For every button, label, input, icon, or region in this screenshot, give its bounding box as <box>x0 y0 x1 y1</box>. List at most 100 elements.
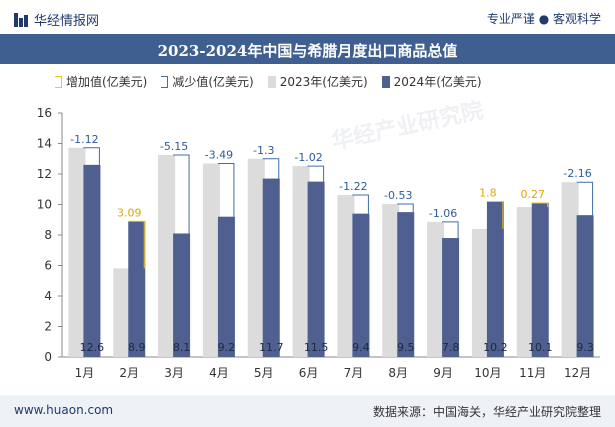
change-label: 0.27 <box>521 188 546 201</box>
change-label: -3.49 <box>205 148 233 161</box>
footer-bar: www.huaon.com 数据来源：中国海关，华经产业研究院整理 <box>0 395 615 427</box>
increase-swatch-icon <box>55 75 62 88</box>
change-label: -1.02 <box>294 151 322 164</box>
legend-item-decrease: 减少值(亿美元) <box>161 73 254 90</box>
change-label: 3.09 <box>117 206 142 219</box>
legend-label-2024: 2024年(亿美元) <box>393 75 482 89</box>
decrease-bracket <box>352 194 369 214</box>
bar-2023 <box>202 163 220 357</box>
bar-2024 <box>531 202 549 357</box>
y-tick-label: 4 <box>44 289 52 303</box>
y-tick-label: 2 <box>44 320 52 334</box>
legend-item-2024: 2024年(亿美元) <box>381 73 482 90</box>
bar-2023 <box>68 147 86 357</box>
y-tick-label: 16 <box>37 106 52 120</box>
value-label-2024: 10.1 <box>528 341 553 354</box>
bar-chart: 0 2 4 6 8 10 12 14 16 -1.12 12.6 1月 3.09 8.9 2月 -5.15 8.… <box>37 106 600 380</box>
bar-2023 <box>427 221 445 357</box>
change-label: 1.8 <box>479 186 497 199</box>
increase-bracket <box>531 202 549 208</box>
tagline: 专业严谨 ● 客观科学 <box>486 12 601 26</box>
swatch-2023-icon <box>267 75 276 88</box>
x-tick-label: 10月 <box>474 366 501 380</box>
decrease-bracket <box>217 162 235 217</box>
legend-label-2023: 2023年(亿美元) <box>279 75 368 89</box>
change-label: -1.3 <box>253 144 274 157</box>
legend-label-increase: 增加值(亿美元) <box>66 75 148 89</box>
value-label-2024: 8.9 <box>128 341 146 354</box>
value-label-2024: 9.5 <box>397 341 415 354</box>
chart-title: 2023-2024年中国与希腊月度出口商品总值 <box>157 42 458 60</box>
increase-bracket <box>486 200 504 229</box>
increase-bracket <box>128 220 145 269</box>
decrease-swatch-icon <box>161 75 169 88</box>
value-label-2024: 8.1 <box>173 341 191 354</box>
change-label: -5.15 <box>160 140 188 153</box>
bar-2023 <box>516 207 534 357</box>
footer-source: 数据来源：中国海关，华经产业研究院整理 <box>372 405 601 419</box>
value-label-2024: 10.2 <box>483 341 508 354</box>
decrease-bracket <box>83 147 100 165</box>
x-tick-label: 9月 <box>433 366 453 380</box>
x-tick-label: 11月 <box>519 366 546 380</box>
legend-item-2023: 2023年(亿美元) <box>267 73 368 90</box>
legend-item-increase: 增加值(亿美元) <box>55 73 147 90</box>
y-tick-label: 8 <box>44 228 52 242</box>
bar-2024 <box>173 233 191 357</box>
footer-website-link[interactable]: www.huaon.com <box>14 403 114 417</box>
x-tick-label: 3月 <box>164 366 184 380</box>
value-label-2024: 9.3 <box>576 341 594 354</box>
bar-2023 <box>471 228 489 357</box>
x-tick-label: 5月 <box>254 366 274 380</box>
chart-legend: 增加值(亿美元) 减少值(亿美元) 2023年(亿美元) 2024年(亿美元) <box>55 73 496 90</box>
bar-2023 <box>382 204 400 357</box>
change-label: -1.06 <box>429 207 457 220</box>
decrease-bracket <box>262 158 280 179</box>
bar-2024 <box>576 215 594 357</box>
y-tick-label: 12 <box>37 167 52 181</box>
y-tick-label: 14 <box>37 137 52 151</box>
value-label-2024: 9.4 <box>352 341 370 354</box>
site-name: 华经情报网 <box>34 14 100 29</box>
bar-2023 <box>292 166 310 357</box>
bar-2024 <box>352 213 370 357</box>
x-tick-label: 4月 <box>209 366 229 380</box>
site-logo[interactable]: 华经情报网 <box>14 10 99 29</box>
x-tick-label: 6月 <box>299 366 319 380</box>
decrease-bracket <box>442 221 459 239</box>
x-tick-label: 7月 <box>344 366 364 380</box>
change-label: -1.22 <box>339 180 367 193</box>
change-label: -1.12 <box>70 133 98 146</box>
decrease-bracket <box>173 154 190 234</box>
legend-label-decrease: 减少值(亿美元) <box>172 75 254 89</box>
y-tick-label: 6 <box>44 259 52 273</box>
bar-2023 <box>561 182 579 357</box>
header-bar: 华经情报网 专业严谨 ● 客观科学 <box>0 0 615 34</box>
y-tick-label: 10 <box>37 198 52 212</box>
decrease-bracket <box>576 181 594 216</box>
x-tick-label: 12月 <box>564 366 591 380</box>
bar-2024 <box>128 221 146 357</box>
value-label-2024: 9.2 <box>218 341 236 354</box>
decrease-bracket <box>397 203 414 213</box>
value-label-2024: 7.8 <box>442 341 460 354</box>
bar-2024 <box>486 201 504 357</box>
value-label-2024: 11.5 <box>304 341 329 354</box>
decrease-bracket <box>307 165 325 182</box>
bar-2023 <box>158 154 176 357</box>
value-label-2024: 11.7 <box>259 341 284 354</box>
bar-2023 <box>247 158 265 357</box>
bar-2024 <box>307 181 325 357</box>
x-tick-label: 8月 <box>388 366 408 380</box>
bar-2023 <box>337 195 355 357</box>
change-label: -0.53 <box>384 189 412 202</box>
x-tick-label: 1月 <box>75 366 95 380</box>
x-tick-label: 2月 <box>119 366 139 380</box>
title-bar: 2023-2024年中国与希腊月度出口商品总值 <box>0 34 615 64</box>
change-label: -2.16 <box>563 167 591 180</box>
bar-2024 <box>217 216 235 357</box>
bar-2024 <box>262 178 280 357</box>
y-tick-label: 0 <box>44 350 52 364</box>
bar-2024 <box>83 164 101 357</box>
swatch-2024-icon <box>381 75 390 88</box>
